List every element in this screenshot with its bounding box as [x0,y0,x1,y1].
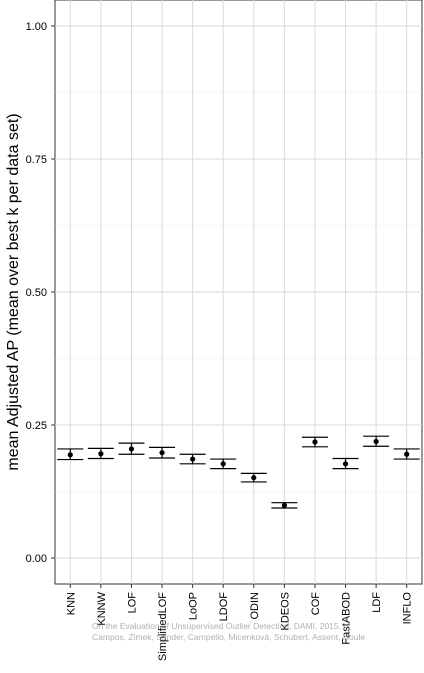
mean-point [98,451,104,457]
mean-point [67,452,73,458]
y-tick-label: 0.50 [26,287,47,299]
y-axis-label: mean Adjusted AP (mean over best k per d… [5,113,22,470]
y-tick-label: 1.00 [26,21,47,33]
watermark-line-1: On the Evaluation of Unsupervised Outlie… [92,621,341,631]
x-tick-label: KNNW [96,591,108,625]
mean-point [159,450,165,456]
mean-point [312,439,318,445]
x-tick-label: COF [310,592,322,616]
major-gridlines [55,0,422,584]
x-tick-label: LOF [126,592,138,614]
x-tick-label: LoOP [188,592,200,620]
watermark-line-2: Campos, Zimek, Sander, Campello, Micenko… [92,632,366,642]
mean-point [190,456,196,462]
y-tick-label: 0.25 [26,420,47,432]
mean-point [281,502,287,508]
minor-gridlines [55,92,422,492]
x-tick-label: KNN [65,592,77,615]
y-tick-label: 0.75 [26,154,47,166]
mean-point [220,461,226,467]
x-tick-label: FastABOD [341,592,353,645]
x-tick-label: LDF [371,592,383,613]
y-axis: 0.00 0.25 0.50 0.75 1.00 [26,21,55,565]
data-marks [57,435,420,509]
y-tick-label: 0.00 [26,553,47,565]
x-tick-label: SimplifiedLOF [157,592,169,661]
mean-point [404,451,410,457]
x-tick-label: KDEOS [279,592,291,631]
x-tick-label: ODIN [249,592,261,620]
x-tick-label: LDOF [218,592,230,622]
mean-point [342,461,349,467]
x-tick-label: INFLO [402,592,414,625]
mean-point [128,446,135,452]
x-axis: KNN KNNW LOF SimplifiedLOF LoOP LDOF ODIN KDEOS… [65,584,414,661]
mean-point [251,475,257,481]
mean-point [373,438,379,445]
